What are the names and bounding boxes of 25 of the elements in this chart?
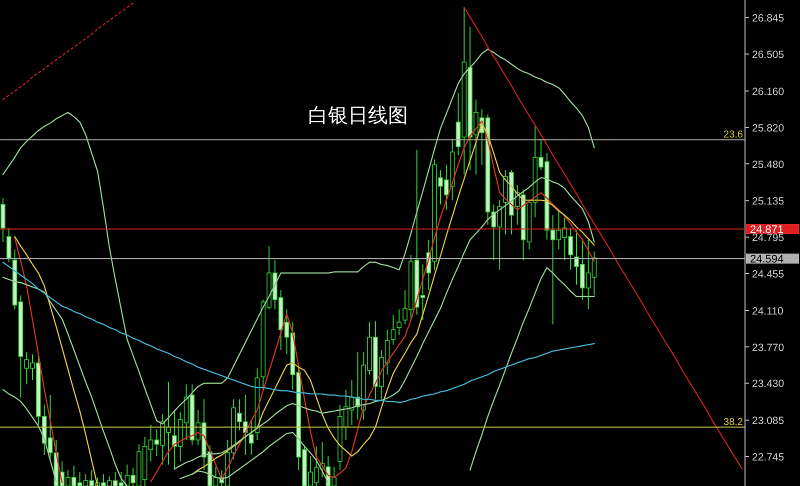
- y-tick-label: 23.430: [752, 378, 784, 390]
- y-tick-label: 26.505: [752, 49, 784, 62]
- annotation: 23.6: [724, 130, 744, 141]
- y-tick-label: 23.085: [752, 415, 784, 428]
- y-tick-label: 26.845: [752, 12, 784, 25]
- y-tick-label: 25.135: [752, 196, 784, 208]
- candlestick: [390, 314, 396, 346]
- y-tick-label: 24.110: [752, 305, 784, 318]
- text: 白银日线图: [308, 103, 408, 127]
- ref-line-label: 24.594: [750, 254, 784, 266]
- line-series: [2, 2, 134, 100]
- candlestick: [6, 228, 12, 263]
- y-tick-label: 24.455: [752, 268, 784, 281]
- line-series: [464, 6, 743, 470]
- candlestick: [248, 419, 254, 456]
- y-tick-label: 24.795: [752, 232, 784, 244]
- y-tick-label: 25.480: [752, 158, 784, 171]
- candlestick: [396, 308, 402, 336]
- y-tick-label: 26.160: [752, 86, 784, 98]
- y-tick-label: 25.820: [752, 122, 784, 134]
- candlestick: [0, 198, 6, 242]
- line-series: [2, 48, 595, 425]
- y-tick-label: 23.770: [752, 342, 784, 354]
- y-tick-label: 22.745: [752, 452, 784, 464]
- annotation: 38.2: [724, 417, 744, 428]
